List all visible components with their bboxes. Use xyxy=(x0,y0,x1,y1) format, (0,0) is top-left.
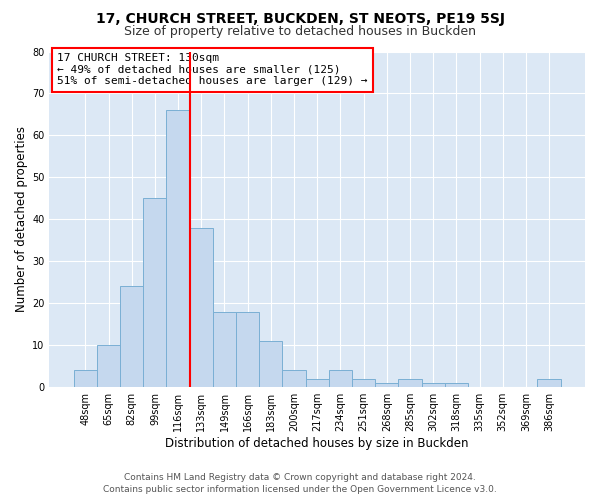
Bar xyxy=(352,379,375,387)
Bar xyxy=(120,286,143,387)
Bar xyxy=(375,383,398,387)
Text: 17, CHURCH STREET, BUCKDEN, ST NEOTS, PE19 5SJ: 17, CHURCH STREET, BUCKDEN, ST NEOTS, PE… xyxy=(95,12,505,26)
Bar xyxy=(422,383,445,387)
Bar xyxy=(259,341,283,387)
Bar xyxy=(143,198,166,387)
Bar xyxy=(538,379,560,387)
X-axis label: Distribution of detached houses by size in Buckden: Distribution of detached houses by size … xyxy=(166,437,469,450)
Text: Size of property relative to detached houses in Buckden: Size of property relative to detached ho… xyxy=(124,25,476,38)
Bar xyxy=(236,312,259,387)
Bar xyxy=(329,370,352,387)
Bar xyxy=(213,312,236,387)
Text: Contains HM Land Registry data © Crown copyright and database right 2024.
Contai: Contains HM Land Registry data © Crown c… xyxy=(103,472,497,494)
Bar xyxy=(283,370,305,387)
Y-axis label: Number of detached properties: Number of detached properties xyxy=(15,126,28,312)
Bar xyxy=(305,379,329,387)
Bar xyxy=(74,370,97,387)
Bar xyxy=(398,379,422,387)
Bar xyxy=(97,345,120,387)
Bar xyxy=(190,228,213,387)
Text: 17 CHURCH STREET: 130sqm
← 49% of detached houses are smaller (125)
51% of semi-: 17 CHURCH STREET: 130sqm ← 49% of detach… xyxy=(58,53,368,86)
Bar xyxy=(166,110,190,387)
Bar xyxy=(445,383,468,387)
